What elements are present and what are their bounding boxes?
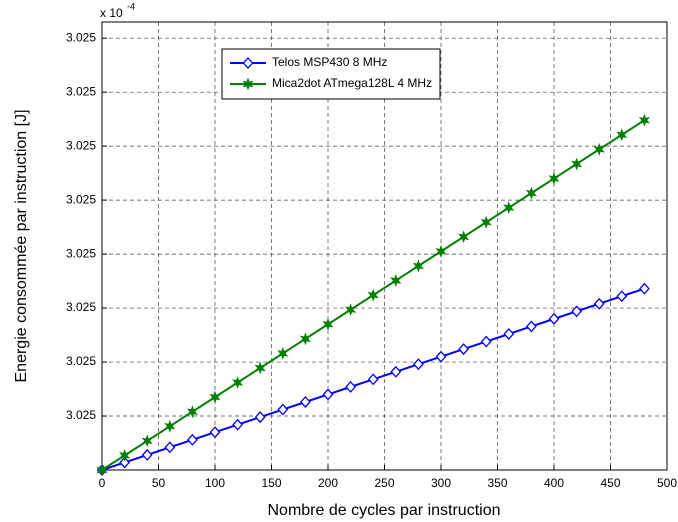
marker	[525, 186, 538, 200]
x-tick-label: 450	[600, 476, 620, 490]
marker	[593, 142, 605, 156]
y-axis-label: Energie consommée par instruction [J]	[13, 109, 30, 382]
marker	[231, 376, 244, 390]
marker	[480, 335, 492, 348]
marker	[480, 215, 492, 229]
marker	[503, 328, 515, 340]
x-tick-label: 350	[487, 476, 507, 490]
marker	[390, 274, 402, 288]
marker	[254, 411, 266, 424]
y-tick-label: 3.025	[66, 408, 96, 422]
y-tick-label: 3.025	[66, 192, 96, 206]
x-tick-label: 250	[374, 476, 394, 490]
marker	[344, 303, 357, 317]
marker	[322, 317, 334, 331]
marker	[548, 172, 560, 186]
marker	[616, 128, 628, 142]
marker	[616, 290, 628, 303]
marker	[322, 388, 334, 401]
marker	[277, 403, 289, 416]
marker	[232, 418, 243, 431]
marker	[458, 343, 469, 356]
marker	[435, 244, 447, 258]
marker	[141, 434, 153, 448]
legend-label: Telos MSP430 8 MHz	[272, 55, 387, 69]
y-tick-label: 3.025	[66, 30, 96, 44]
y-tick-label: 3.025	[66, 84, 96, 98]
x-axis-label: Nombre de cycles par instruction	[268, 502, 501, 519]
marker	[457, 230, 470, 244]
marker	[277, 346, 289, 360]
marker	[242, 77, 254, 91]
marker	[571, 305, 582, 318]
marker	[209, 426, 221, 439]
marker	[345, 380, 356, 393]
marker	[300, 396, 311, 408]
x-tick-label: 100	[205, 476, 225, 490]
marker	[187, 433, 198, 446]
marker	[164, 419, 176, 433]
marker	[242, 57, 254, 69]
marker	[570, 157, 583, 171]
marker	[390, 365, 402, 378]
marker	[118, 448, 131, 462]
legend-box	[221, 48, 441, 100]
marker	[141, 448, 153, 461]
x-tick-label: 150	[261, 476, 281, 490]
marker	[119, 456, 130, 469]
x-tick-label: 300	[431, 476, 451, 490]
y-tick-label: 3.025	[66, 246, 96, 260]
marker	[367, 373, 379, 386]
marker	[639, 282, 650, 295]
y-tick-label: 3.025	[66, 300, 96, 314]
marker	[96, 463, 108, 477]
x-tick-label: 50	[152, 476, 166, 490]
exponent: -4	[127, 1, 135, 11]
marker	[299, 332, 312, 346]
marker	[164, 441, 176, 454]
marker	[186, 405, 199, 419]
multiplier: x 10	[100, 6, 123, 20]
y-tick-label: 3.025	[66, 138, 96, 152]
x-tick-label: 200	[318, 476, 338, 490]
marker	[367, 288, 379, 302]
x-tick-label: 0	[99, 476, 106, 490]
marker	[503, 201, 515, 215]
marker	[638, 113, 651, 127]
marker	[548, 312, 560, 325]
y-tick-label: 3.025	[66, 354, 96, 368]
marker	[435, 350, 447, 363]
x-tick-label: 500	[657, 476, 677, 490]
marker	[209, 390, 221, 404]
x-tick-label: 400	[544, 476, 564, 490]
marker	[526, 320, 537, 333]
marker	[254, 361, 266, 375]
plot-frame	[101, 21, 668, 471]
legend-label: Mica2dot ATmega128L 4 MHz	[272, 76, 432, 90]
marker	[593, 297, 605, 310]
marker	[412, 259, 425, 273]
marker	[413, 358, 424, 371]
